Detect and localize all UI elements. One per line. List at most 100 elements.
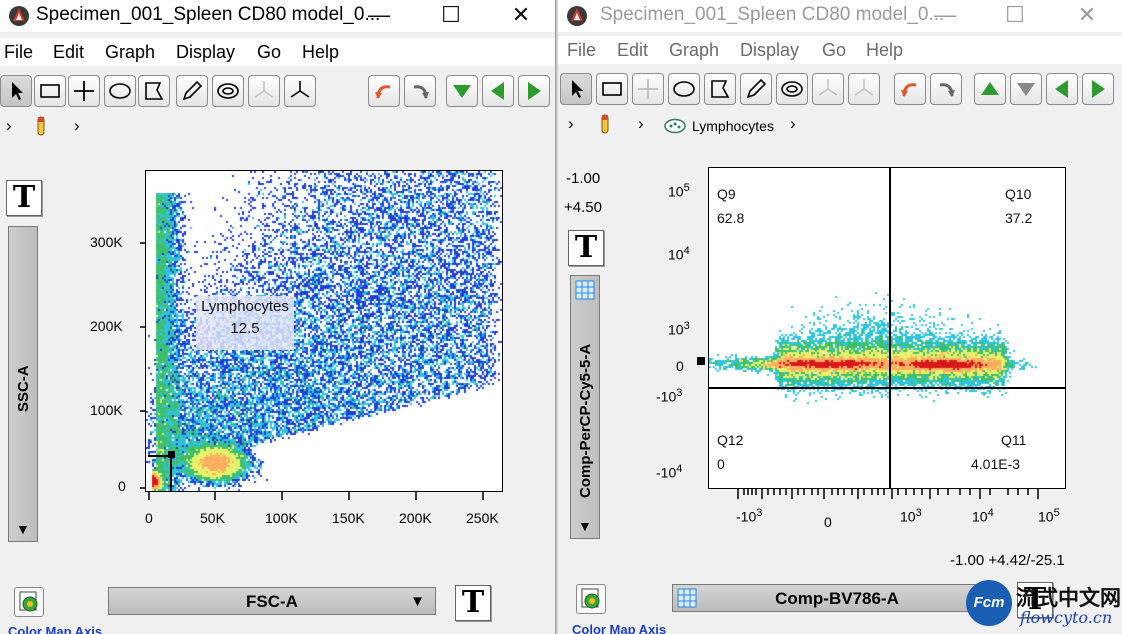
breadcrumb-arrow[interactable]: › — [790, 114, 796, 133]
window-divider — [556, 0, 558, 634]
scatter-plot-bv786-percp[interactable]: Q9 62.8 Q10 37.2 Q11 4.01E-3 Q12 0 — [708, 167, 1066, 489]
undo-icon — [375, 85, 391, 99]
up-button[interactable] — [974, 73, 1006, 105]
x-tick: 104 — [972, 507, 994, 525]
previous-sample-button[interactable] — [482, 75, 514, 107]
rectangle-gate-button[interactable] — [34, 75, 66, 107]
undo-button[interactable] — [368, 75, 400, 107]
polygon-icon — [145, 82, 164, 100]
menu-graph[interactable]: Graph — [105, 42, 156, 62]
watermark-title: 流式中文网 — [1016, 587, 1121, 610]
ellipse-gate-button[interactable] — [104, 75, 136, 107]
axis-text-button[interactable]: T — [6, 180, 42, 216]
freehand-gate-button[interactable] — [176, 75, 208, 107]
pointer-tool-button[interactable] — [560, 73, 592, 105]
flowjo-app-icon — [567, 6, 587, 26]
spider-gate-button-2[interactable] — [848, 73, 880, 105]
menu-edit[interactable]: Edit — [617, 40, 649, 60]
auto-gate-button[interactable] — [212, 75, 244, 107]
color-map-axis-link[interactable]: Color Map Axis — [572, 622, 667, 634]
menu-go[interactable]: Go — [257, 42, 282, 62]
freehand-gate-button[interactable] — [740, 73, 772, 105]
undo-button[interactable] — [894, 73, 926, 105]
test-tube-icon[interactable] — [34, 116, 48, 138]
x-axis-text-button[interactable]: T — [1017, 582, 1053, 618]
gate-name: Lymphocytes — [201, 298, 289, 315]
quadrant-vertical-line[interactable] — [889, 168, 891, 488]
rectangle-gate-button[interactable] — [596, 73, 628, 105]
next-sample-button[interactable] — [1082, 73, 1114, 105]
gate-label-lymphocytes[interactable]: Lymphocytes 12.5 — [196, 296, 294, 350]
breadcrumb-gate-name[interactable]: Lymphocytes — [692, 118, 774, 134]
next-sample-button[interactable] — [518, 75, 550, 107]
title-bar[interactable]: Specimen_001_Spleen CD80 model_0... — ☐ … — [0, 0, 555, 32]
polygon-gate-button[interactable] — [704, 73, 736, 105]
menu-help[interactable]: Help — [866, 40, 904, 60]
x-axis-parameter-button[interactable]: FSC-A ▼ — [108, 587, 436, 615]
spider-gate-button[interactable] — [812, 73, 844, 105]
spider-gate-button[interactable] — [248, 75, 280, 107]
breadcrumb-arrow[interactable]: › — [6, 116, 12, 135]
axis-range-readout: -1.00 — [566, 170, 601, 187]
ellipse-gate-button[interactable] — [668, 73, 700, 105]
close-button[interactable]: ✕ — [511, 2, 531, 27]
redo-button[interactable] — [404, 75, 436, 107]
quadrant-horizontal-line[interactable] — [709, 387, 1065, 389]
maximize-button[interactable]: ☐ — [1005, 2, 1025, 27]
menu-file[interactable]: File — [4, 42, 34, 62]
minimize-button[interactable]: — — [934, 2, 956, 27]
axis-text-button[interactable]: T — [568, 230, 604, 266]
minimize-button[interactable]: — — [368, 2, 390, 27]
menu-go[interactable]: Go — [822, 40, 847, 60]
x-axis-ticks — [737, 489, 1039, 499]
triangle-down-icon — [453, 85, 471, 98]
close-button[interactable]: ✕ — [1077, 2, 1097, 27]
y-tick: -103 — [656, 387, 683, 405]
breadcrumb-arrow[interactable]: › — [568, 114, 574, 133]
dropdown-arrow-icon: ▼ — [410, 593, 425, 610]
scatter-plot-fsc-ssc[interactable]: Lymphocytes 12.5 — [145, 170, 503, 492]
menu-file[interactable]: File — [567, 40, 597, 60]
triangle-left-icon — [1055, 80, 1068, 98]
menu-display[interactable]: Display — [176, 42, 236, 62]
pointer-tool-button[interactable] — [0, 75, 32, 107]
menu-bar: File Edit Graph Display Go Help — [558, 36, 1122, 64]
title-bar[interactable]: Specimen_001_Spleen CD80 model_0... — ☐ … — [558, 0, 1122, 32]
display-options-button[interactable] — [14, 587, 44, 617]
x-axis-text-button[interactable]: T — [455, 585, 491, 621]
menu-graph[interactable]: Graph — [669, 40, 720, 60]
y-tick: 104 — [668, 245, 690, 263]
pencil-icon — [182, 80, 203, 101]
breadcrumb-arrow[interactable]: › — [638, 114, 644, 133]
redo-button[interactable] — [930, 73, 962, 105]
y-tick: 200K — [90, 318, 123, 334]
breadcrumb-arrow[interactable]: › — [74, 116, 80, 135]
lymphocyte-gate-rect[interactable] — [148, 455, 172, 491]
previous-sample-button[interactable] — [1046, 73, 1078, 105]
y-axis-parameter-button[interactable]: SSC-A ▼ — [8, 226, 38, 542]
test-tube-icon[interactable] — [598, 114, 612, 136]
color-map-axis-link[interactable]: Color Map Axis — [8, 624, 103, 634]
redo-icon — [939, 83, 955, 97]
menu-display[interactable]: Display — [740, 40, 800, 60]
y-tick: 103 — [668, 320, 690, 338]
menu-help[interactable]: Help — [302, 42, 340, 62]
gate-icon[interactable] — [664, 118, 686, 134]
display-options-button[interactable] — [576, 584, 606, 614]
maximize-button[interactable]: ☐ — [441, 2, 461, 27]
down-button[interactable] — [1010, 73, 1042, 105]
rectangle-icon — [40, 84, 60, 98]
auto-gate-icon — [217, 83, 239, 99]
y-tick: 300K — [90, 234, 123, 250]
x-axis-parameter-button[interactable]: Comp-BV786-A — [672, 584, 1002, 612]
gate-handle[interactable] — [168, 451, 175, 458]
quadrant-gate-button[interactable] — [68, 75, 100, 107]
menu-edit[interactable]: Edit — [53, 42, 85, 62]
spider-gate-button-2[interactable] — [284, 75, 316, 107]
next-down-button[interactable] — [446, 75, 478, 107]
y-axis-parameter-button[interactable]: Comp-PerCP-Cy5-5-A ▼ — [570, 275, 600, 539]
polygon-gate-button[interactable] — [138, 75, 170, 107]
quadrant-gate-button[interactable] — [632, 73, 664, 105]
x-tick: 150K — [332, 510, 365, 526]
auto-gate-button[interactable] — [776, 73, 808, 105]
